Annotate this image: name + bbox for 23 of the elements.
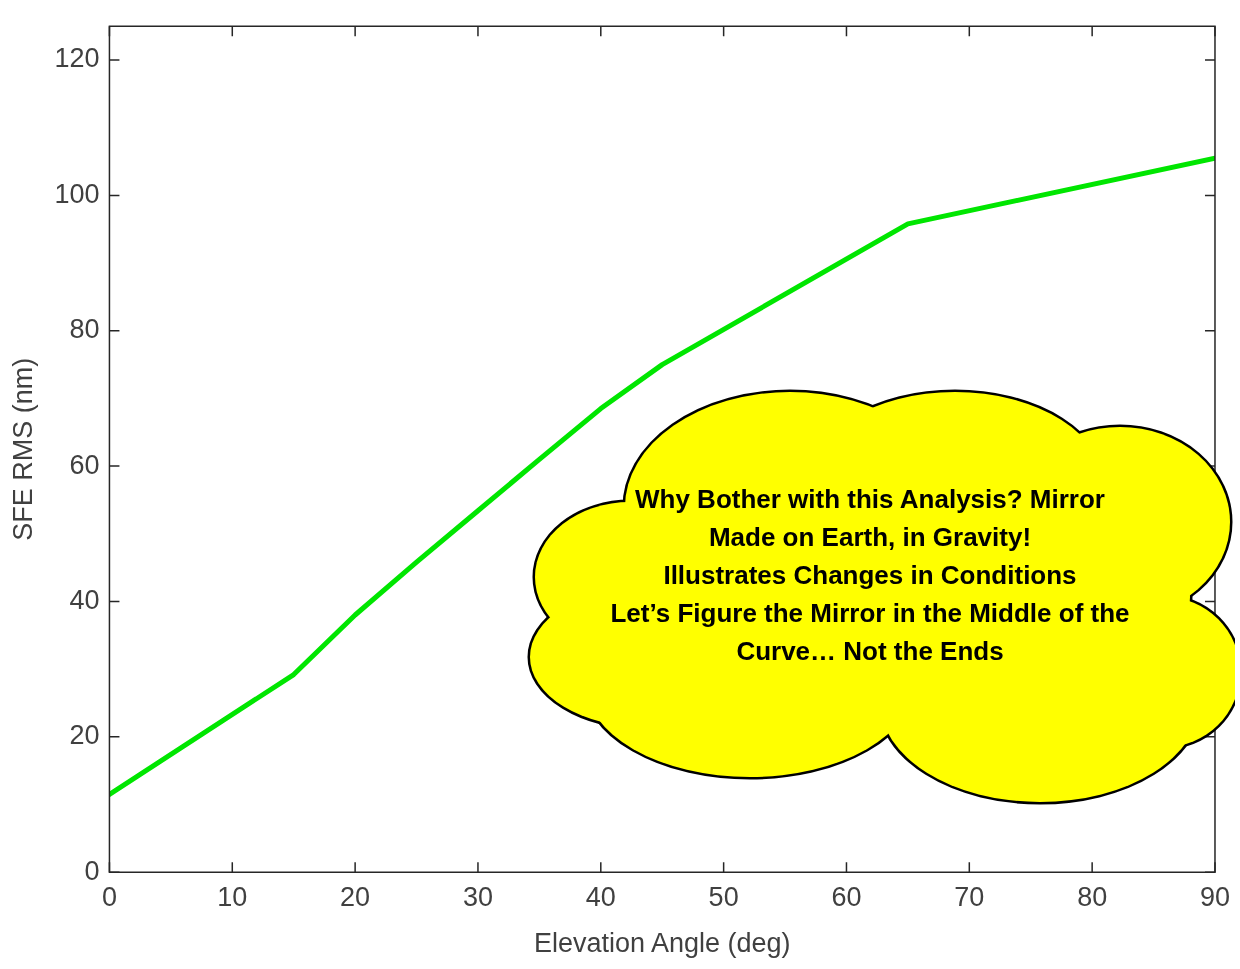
x-tick-label: 90 bbox=[1199, 881, 1231, 912]
annotation: Curve… Not the Ends bbox=[735, 635, 1005, 668]
y-tick-label: 100 bbox=[54, 178, 100, 209]
annotation: Let’s Figure the Mirror in the Middle of the bbox=[609, 597, 1131, 630]
x-tick-label: 80 bbox=[1077, 881, 1108, 912]
x-tick-label: 20 bbox=[340, 881, 371, 912]
x-tick-label: 40 bbox=[585, 881, 616, 912]
x-tick-label: 10 bbox=[217, 881, 248, 912]
y-tick-label: 80 bbox=[69, 314, 100, 345]
annotation: Why Bother with this Analysis? Mirror bbox=[634, 483, 1106, 516]
y-axis-title: SFE RMS (nm) bbox=[7, 357, 38, 541]
x-tick-label: 50 bbox=[708, 881, 739, 912]
annotation: Made on Earth, in Gravity! bbox=[707, 521, 1033, 554]
y-tick-label: 60 bbox=[69, 449, 100, 480]
y-tick-label: 40 bbox=[69, 584, 100, 615]
x-tick-label: 70 bbox=[954, 881, 985, 912]
y-tick-label: 120 bbox=[54, 43, 100, 74]
annotation: Illustrates Changes in Conditions bbox=[662, 559, 1078, 592]
x-axis-title: Elevation Angle (deg) bbox=[533, 928, 791, 959]
y-tick-label: 20 bbox=[69, 720, 100, 751]
x-tick-label: 60 bbox=[831, 881, 862, 912]
x-tick-label: 30 bbox=[462, 881, 493, 912]
y-tick-label: 0 bbox=[84, 855, 100, 886]
